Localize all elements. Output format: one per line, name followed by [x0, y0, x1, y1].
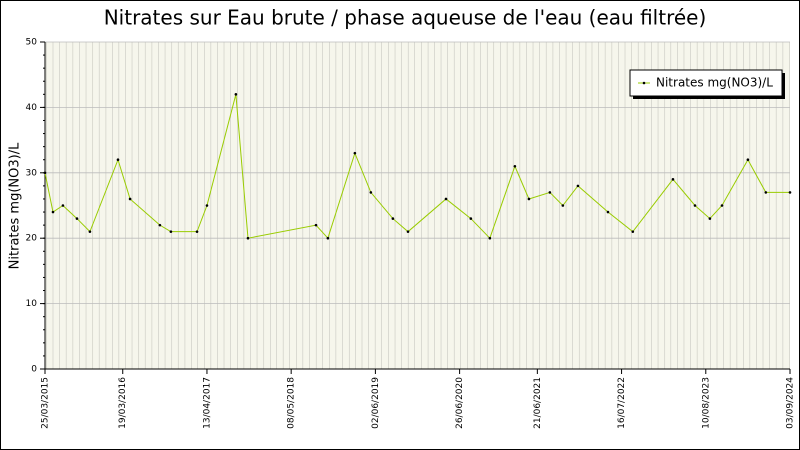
point	[406, 230, 410, 233]
x-tick-label: 16/07/2022	[617, 377, 627, 429]
y-tick-label: 40	[26, 103, 38, 113]
point	[469, 217, 473, 220]
point	[764, 191, 768, 194]
point	[314, 223, 318, 227]
legend-marker	[642, 81, 646, 85]
chart-title: Nitrates sur Eau brute / phase aqueuse d…	[104, 6, 707, 30]
y-tick-label: 10	[26, 299, 38, 309]
point	[561, 204, 565, 207]
point	[444, 197, 448, 201]
point	[527, 197, 531, 201]
point	[513, 164, 517, 168]
x-tick-label: 10/08/2023	[701, 377, 711, 429]
point	[51, 210, 55, 214]
point	[128, 197, 132, 201]
point	[234, 93, 238, 96]
point	[88, 230, 92, 233]
y-axis-title: Nitrates mg(NO3)/L	[8, 142, 23, 269]
point	[195, 230, 199, 233]
point	[369, 191, 373, 194]
point	[326, 236, 330, 240]
point	[169, 230, 173, 233]
x-tick-label: 13/04/2017	[202, 377, 212, 429]
x-tick-label: 03/09/2024	[786, 377, 796, 429]
y-tick-label: 50	[26, 38, 38, 48]
point	[61, 204, 65, 207]
x-tick-label: 21/06/2021	[533, 377, 543, 429]
point	[788, 191, 792, 194]
point	[75, 217, 79, 220]
point	[43, 171, 47, 175]
x-tick-label: 02/06/2019	[371, 377, 381, 429]
point	[693, 204, 697, 207]
point	[548, 191, 552, 194]
legend-label: Nitrates mg(NO3)/L	[656, 76, 773, 90]
point	[671, 178, 675, 181]
point	[205, 204, 209, 207]
x-tick-label: 19/03/2016	[118, 377, 128, 429]
point	[391, 217, 395, 220]
point	[708, 217, 712, 220]
point	[631, 230, 635, 233]
point	[746, 158, 750, 162]
point	[158, 223, 162, 227]
point	[116, 158, 120, 162]
x-tick-label: 25/03/2015	[41, 377, 51, 429]
point	[576, 184, 580, 188]
x-tick-label: 26/06/2020	[455, 377, 465, 429]
legend-box	[629, 69, 783, 97]
y-tick-label: 0	[31, 365, 37, 375]
point	[353, 151, 357, 155]
y-tick-label: 20	[26, 234, 38, 244]
point	[488, 236, 492, 240]
point	[246, 236, 250, 240]
series-line	[44, 94, 790, 240]
y-tick-label: 30	[26, 168, 38, 178]
point	[606, 210, 610, 214]
x-tick-label: 08/05/2018	[287, 377, 297, 429]
point	[720, 204, 724, 207]
